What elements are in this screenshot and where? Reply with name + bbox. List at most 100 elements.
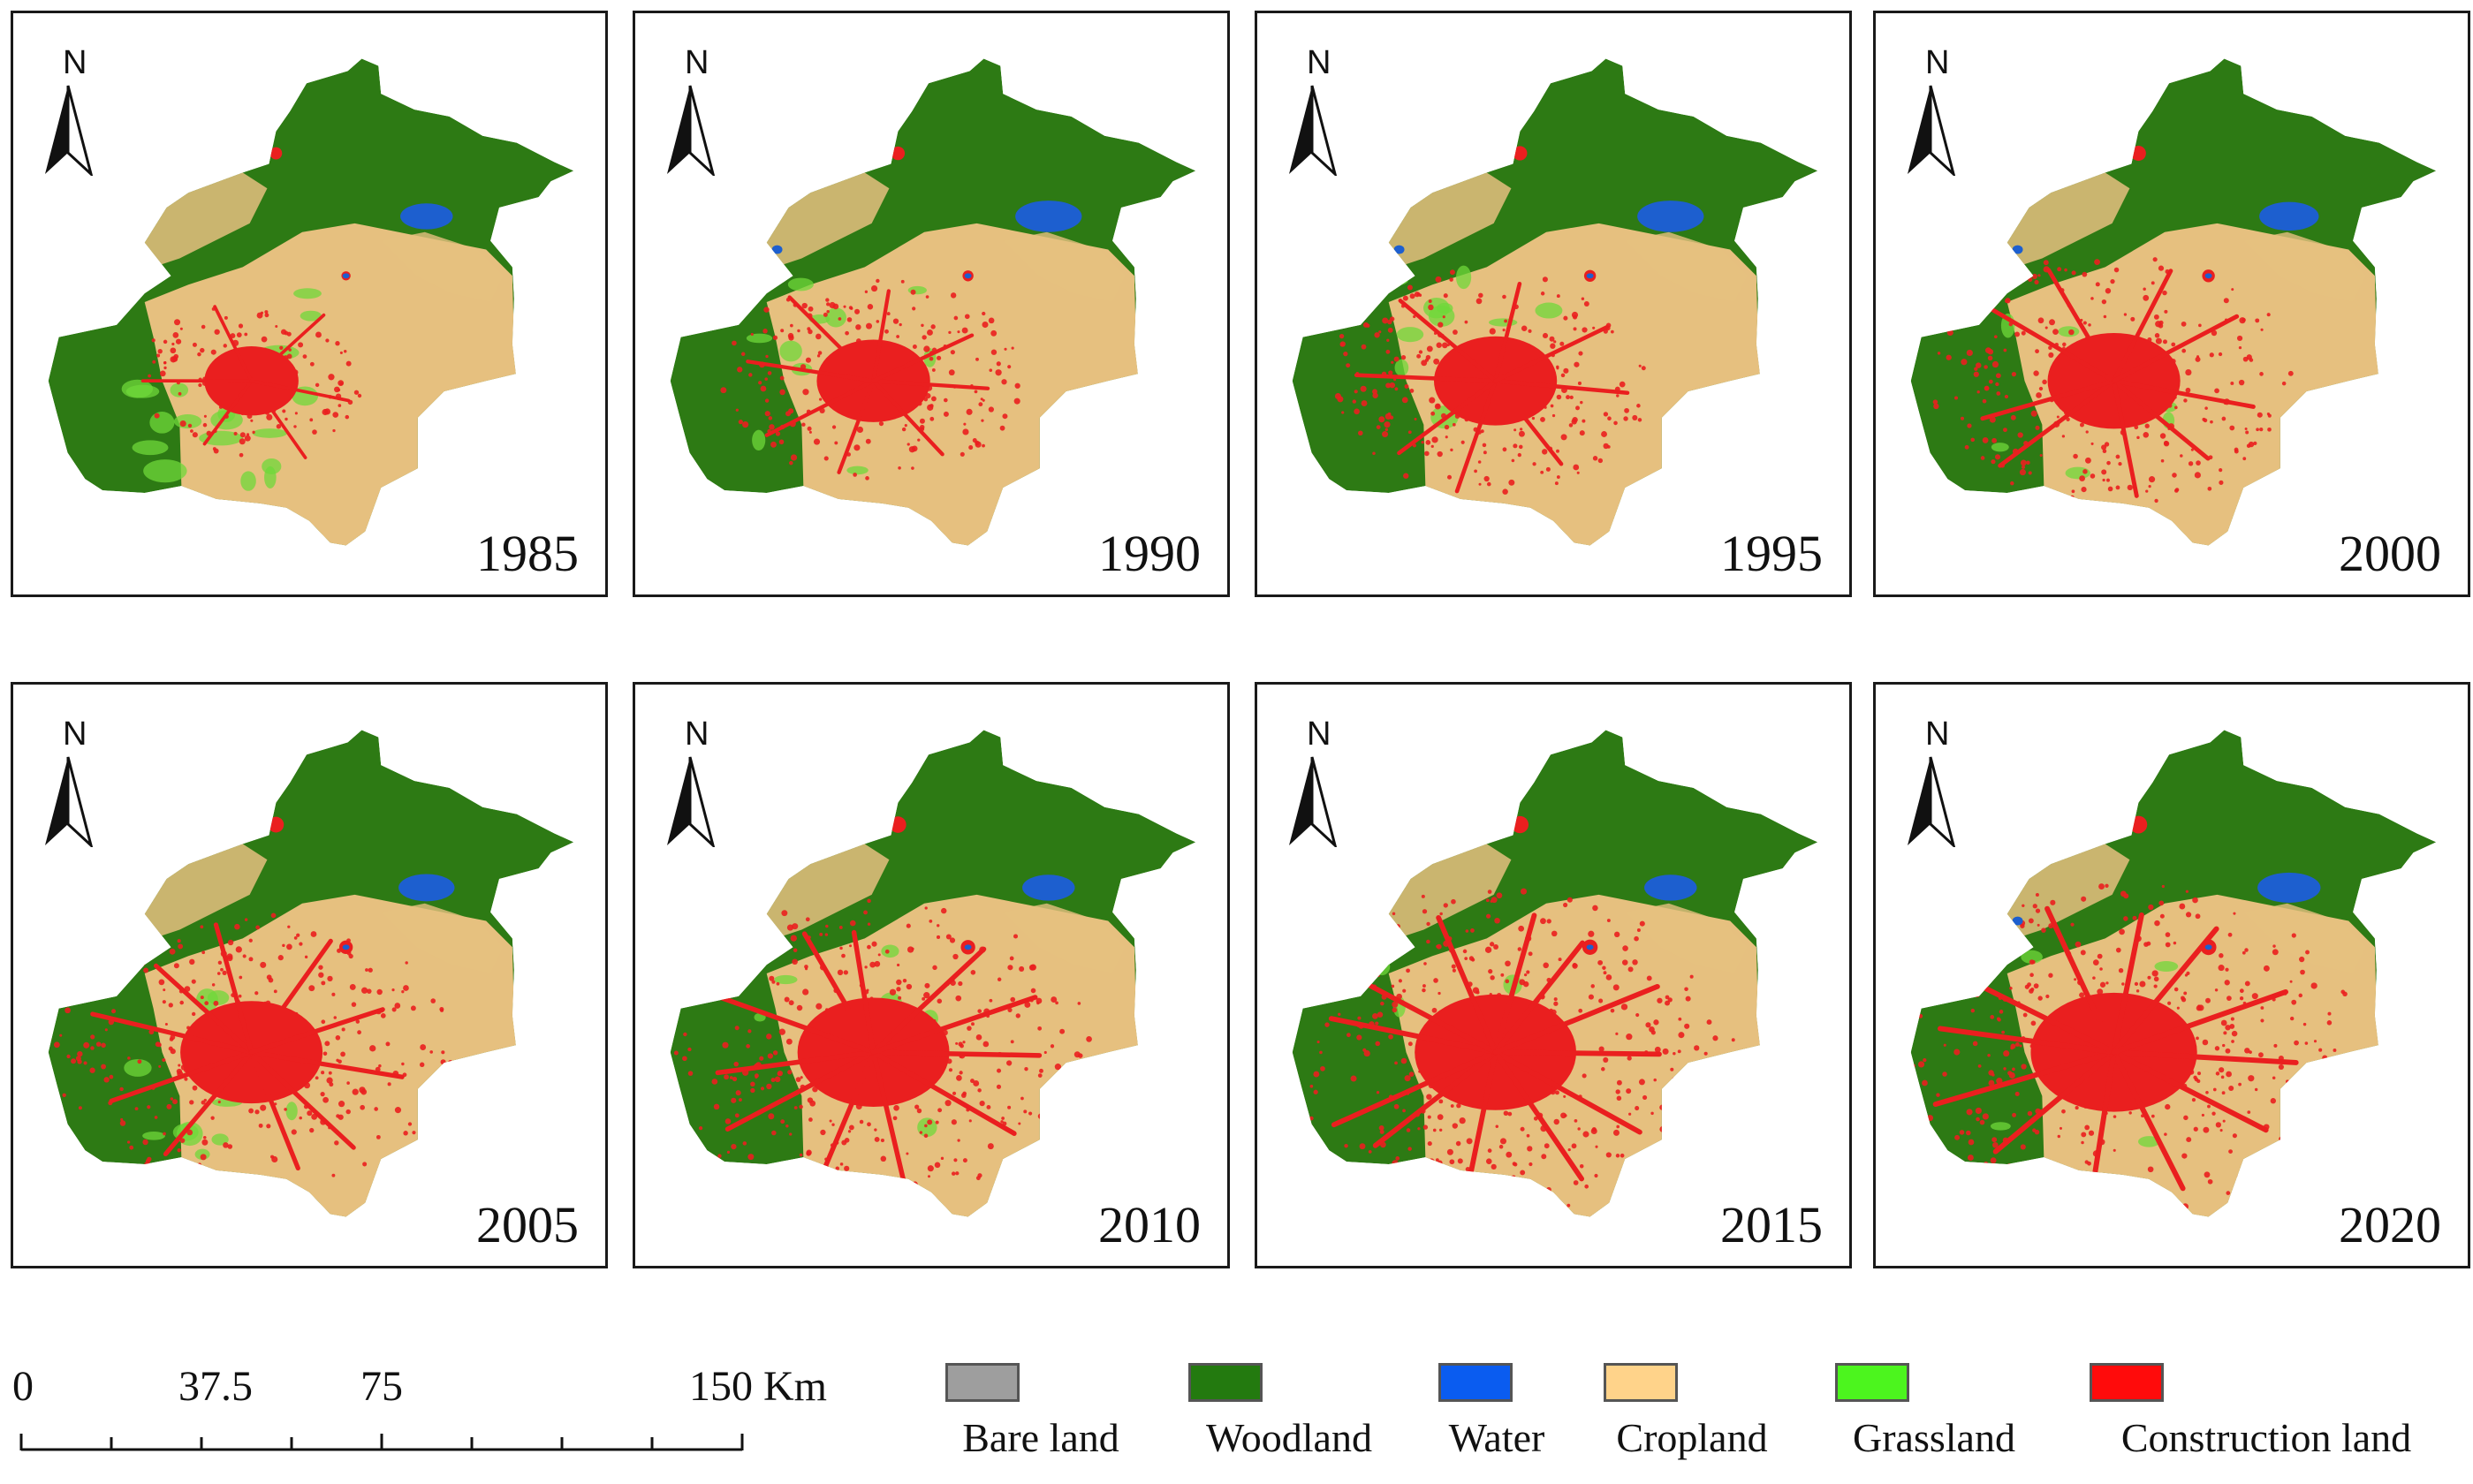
construction-dot <box>2021 465 2026 469</box>
construction-dot <box>341 1027 345 1032</box>
construction-dot <box>2238 379 2245 386</box>
construction-dot <box>2019 469 2026 476</box>
construction-dot <box>2113 1115 2117 1118</box>
construction-dot <box>866 322 873 329</box>
construction-dot <box>367 988 372 994</box>
urban-road <box>871 289 891 383</box>
reservoir <box>2257 872 2321 903</box>
construction-dot <box>2097 953 2103 959</box>
construction-dot <box>168 1003 173 1008</box>
construction-dot <box>1665 995 1670 1000</box>
construction-dot <box>1363 1049 1370 1057</box>
construction-dot <box>2165 932 2171 937</box>
construction-dot <box>1018 1122 1021 1125</box>
construction-dot <box>765 354 769 359</box>
urban-road <box>746 360 876 383</box>
construction-dot <box>1422 984 1426 988</box>
construction-dot <box>1379 949 1384 953</box>
construction-dot <box>949 937 956 943</box>
construction-dot <box>310 931 317 937</box>
construction-dot <box>2068 329 2075 336</box>
construction-dot <box>211 983 216 987</box>
construction-dot <box>1531 416 1536 420</box>
construction-dot <box>750 332 754 337</box>
construction-dot <box>374 1107 378 1111</box>
construction-dot <box>2232 1133 2237 1139</box>
construction-dot <box>1369 923 1374 928</box>
construction-dot <box>2102 478 2105 482</box>
construction-dot <box>1361 344 1367 350</box>
construction-dot <box>1573 327 1577 331</box>
construction-dot <box>1429 397 1436 404</box>
construction-dot <box>284 1108 287 1111</box>
construction-dot <box>2167 1001 2172 1005</box>
construction-dot <box>2035 908 2041 913</box>
construction-dot <box>2032 1128 2037 1132</box>
construction-dot <box>957 330 960 334</box>
construction-dot <box>896 979 902 986</box>
construction-dot <box>2021 330 2026 336</box>
construction-dot <box>953 315 959 321</box>
construction-dot <box>2019 279 2024 284</box>
construction-dot <box>1592 326 1596 329</box>
construction-dot <box>790 323 793 328</box>
construction-dot <box>214 329 220 335</box>
construction-dot <box>709 968 714 973</box>
construction-dot <box>172 332 179 338</box>
construction-dot <box>1089 1070 1095 1076</box>
urban-road <box>1937 1026 2117 1056</box>
construction-dot <box>877 953 881 957</box>
construction-dot <box>1603 971 1607 975</box>
construction-dot <box>897 963 900 967</box>
construction-dot <box>1015 1013 1020 1018</box>
construction-dot <box>805 917 810 922</box>
construction-dot <box>908 446 916 453</box>
north-label: N <box>1925 716 1950 753</box>
construction-dot <box>201 1100 206 1105</box>
construction-dot <box>1990 1015 1995 1019</box>
scale-label-0: 0 <box>12 1363 34 1410</box>
north-label: N <box>685 716 709 753</box>
construction-dot <box>2207 1104 2211 1109</box>
construction-dot <box>147 1156 152 1162</box>
construction-dot <box>1729 1059 1736 1065</box>
construction-dot <box>789 1132 793 1136</box>
construction-dot <box>202 422 208 428</box>
construction-dot <box>1444 424 1450 430</box>
construction-dot <box>824 933 829 936</box>
construction-dot <box>2201 1113 2205 1117</box>
construction-dot <box>59 1034 63 1037</box>
construction-dot <box>959 1071 963 1075</box>
construction-dot <box>2092 959 2099 965</box>
construction-dot <box>2260 328 2264 331</box>
construction-dot <box>989 998 993 1003</box>
construction-dot <box>1895 1049 1899 1053</box>
construction-dot <box>2244 1048 2250 1054</box>
construction-dot <box>439 1006 444 1012</box>
construction-dot <box>1594 1173 1598 1178</box>
urban-road <box>1980 378 2117 421</box>
construction-dot <box>997 977 1002 981</box>
urban-road <box>764 379 876 437</box>
construction-dot <box>2158 265 2165 271</box>
urban-road <box>715 1049 876 1076</box>
construction-dot <box>2222 1043 2226 1048</box>
construction-dot <box>2006 1163 2013 1169</box>
construction-dot <box>807 1097 814 1103</box>
construction-dot <box>2281 381 2287 386</box>
construction-dot <box>2119 1193 2124 1199</box>
construction-dot <box>995 369 1002 376</box>
urban-road <box>837 379 876 474</box>
construction-dot <box>127 1056 131 1060</box>
construction-dot <box>2300 969 2305 975</box>
construction-dot <box>787 1070 793 1075</box>
small-water-west <box>2012 916 2023 926</box>
cropland-area-south <box>144 894 516 1217</box>
construction-dot <box>863 910 868 915</box>
construction-dot <box>344 350 347 353</box>
construction-dot <box>1404 1075 1411 1082</box>
construction-dot <box>1551 930 1558 937</box>
construction-dot <box>2020 948 2025 953</box>
construction-dot <box>2304 1041 2309 1045</box>
construction-dot <box>2247 1110 2251 1114</box>
